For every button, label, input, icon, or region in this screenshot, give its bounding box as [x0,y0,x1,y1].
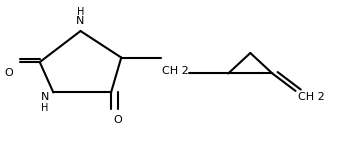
Text: O: O [114,115,122,125]
Text: O: O [5,68,14,78]
Text: N: N [41,92,49,102]
Text: CH 2: CH 2 [162,66,189,76]
Text: H: H [41,103,48,113]
Text: CH 2: CH 2 [298,92,325,102]
Text: H: H [77,7,84,17]
Text: N: N [76,16,85,26]
